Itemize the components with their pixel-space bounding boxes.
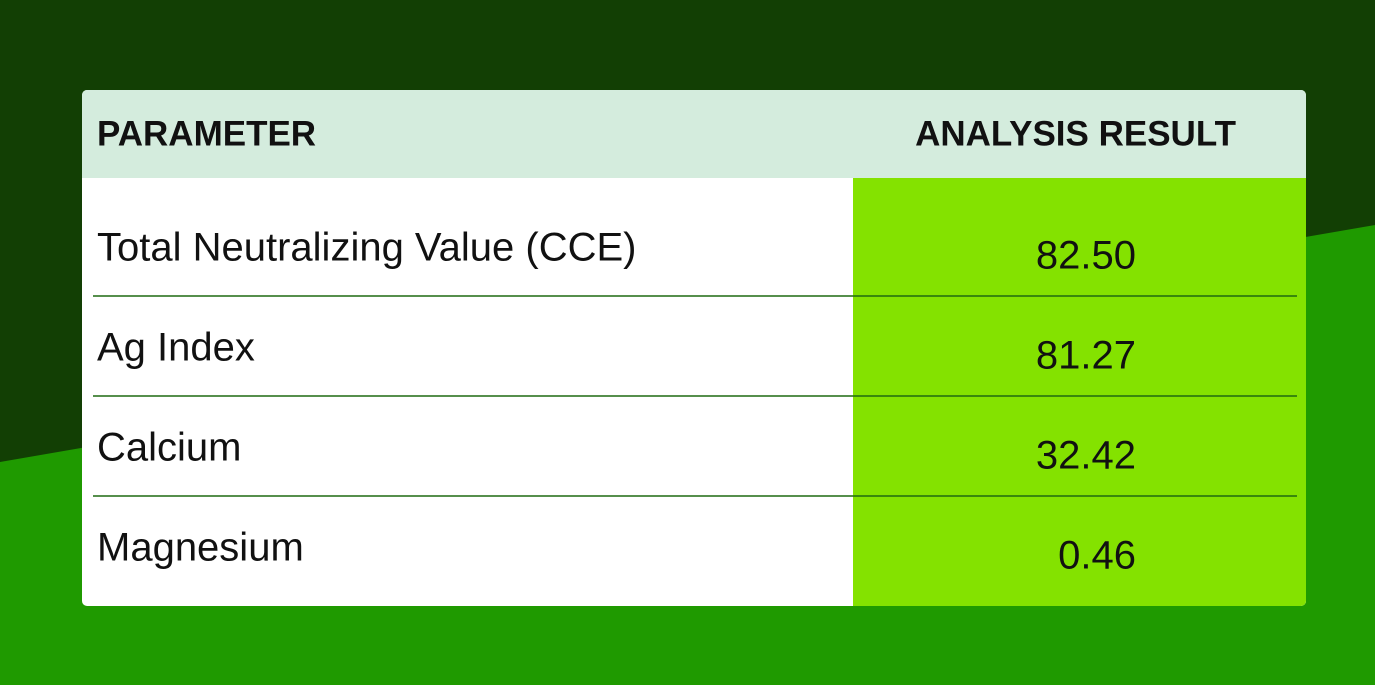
parameter-cell: Ag Index <box>97 326 255 370</box>
header-cell: ANALYSIS RESULT <box>915 114 1236 153</box>
result-cell: 32.42 <box>1036 434 1136 478</box>
table-header <box>82 90 1306 178</box>
result-cell: 0.46 <box>1058 534 1136 578</box>
result-cell: 81.27 <box>1036 334 1136 378</box>
parameter-cell: Magnesium <box>97 526 304 570</box>
parameter-cell: Total Neutralizing Value (CCE) <box>97 226 636 270</box>
result-cell: 82.50 <box>1036 234 1136 278</box>
table-body: Total Neutralizing Value (CCE) 82.50 Ag In… <box>93 226 1297 578</box>
result-column <box>853 178 1306 606</box>
parameter-cell: Calcium <box>97 426 241 470</box>
header-cell: PARAMETER <box>97 114 316 153</box>
